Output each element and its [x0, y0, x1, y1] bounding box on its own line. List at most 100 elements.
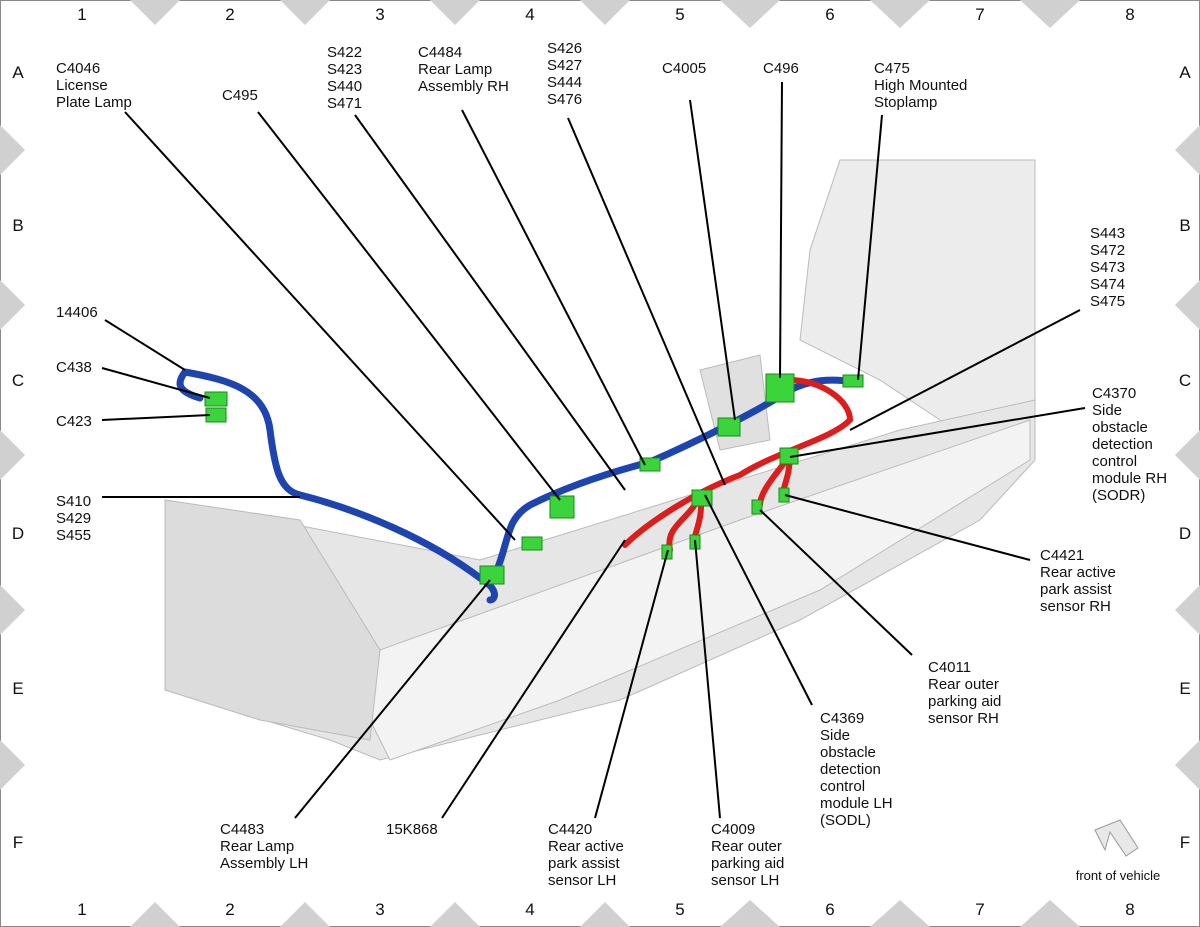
callout-label: S410 S429 S455: [56, 493, 91, 544]
callout-line: Plate Lamp: [56, 94, 132, 111]
callout-label: S426 S427 S444 S476: [547, 40, 582, 108]
callout-line: detection: [1092, 436, 1153, 453]
callout-line: sensor RH: [928, 710, 999, 727]
callout-line: module LH: [820, 795, 893, 812]
callout-line: obstacle: [820, 744, 876, 761]
callout-line: parking aid: [711, 855, 784, 872]
column-label: 8: [1125, 900, 1134, 919]
leader-line: [257, 111, 561, 501]
callout-label: C495: [222, 87, 258, 104]
callout-line: Rear outer: [928, 676, 999, 693]
callout-line: detection: [820, 761, 881, 778]
row-label: D: [1179, 524, 1191, 543]
leader-line: [294, 579, 491, 819]
callout-line: C4011: [928, 659, 971, 676]
callout-line: sensor RH: [1040, 598, 1111, 615]
callout-label: C4005: [662, 60, 706, 77]
front-arrow: [1094, 819, 1139, 857]
callout-label: 14406: [56, 304, 98, 321]
callout-line: S440: [327, 78, 362, 95]
row-label: E: [1179, 679, 1190, 698]
callout-line: C475: [874, 60, 910, 77]
leader-line: [759, 509, 913, 656]
callout-line: Assembly RH: [418, 78, 509, 95]
callout-label: S443 S472 S473 S474 S475: [1090, 225, 1125, 310]
column-label: 6: [825, 900, 834, 919]
callout-line: parking aid: [928, 693, 1001, 710]
callout-line: Rear outer: [711, 838, 782, 855]
callout-line: C4484: [418, 44, 462, 61]
column-label: 2: [225, 5, 234, 24]
callout-line: Side: [820, 727, 850, 744]
callout-line: S455: [56, 527, 91, 544]
callout-line: park assist: [1040, 581, 1113, 598]
callout-label: C423: [56, 413, 92, 430]
callout-line: sensor LH: [548, 872, 616, 889]
callout-line: C495: [222, 87, 258, 104]
callout-line: S474: [1090, 276, 1125, 293]
leader-line: [441, 539, 626, 819]
callout-label: C4011 Rear outer parking aid sensor RH: [928, 659, 1001, 727]
leader-line: [789, 407, 1086, 458]
callout-line: S475: [1090, 293, 1125, 310]
callout-line: C4046: [56, 60, 100, 77]
callout-line: Rear active: [1040, 564, 1116, 581]
callout-label: S422 S423 S440 S471: [327, 44, 362, 112]
callout-label: C4369 Side obstacle detection control module …: [820, 710, 893, 829]
column-label: 4: [525, 5, 534, 24]
callout-line: S410: [56, 493, 91, 510]
callout-line: S443: [1090, 225, 1125, 242]
callout-line: C496: [763, 60, 799, 77]
callout-line: sensor LH: [711, 872, 779, 889]
callout-line: Rear active: [548, 838, 624, 855]
leader-line: [567, 117, 726, 486]
callout-line: obstacle: [1092, 419, 1148, 436]
column-label: 4: [525, 900, 534, 919]
leader-line: [124, 111, 516, 541]
leader-line: [104, 319, 186, 371]
callout-line: C4009: [711, 821, 755, 838]
leader-line: [694, 539, 721, 819]
leader-line: [354, 114, 626, 491]
callout-line: C4369: [820, 710, 864, 727]
leader-line: [101, 414, 211, 421]
callout-line: C438: [56, 359, 92, 376]
callout-line: 14406: [56, 304, 98, 321]
leader-line: [689, 99, 736, 421]
row-label: C: [12, 371, 24, 390]
callout-line: S476: [547, 91, 582, 108]
row-label: E: [12, 679, 23, 698]
callout-line: C4005: [662, 60, 706, 77]
column-label: 5: [675, 900, 684, 919]
column-label: 7: [975, 900, 984, 919]
callout-line: C4370: [1092, 385, 1136, 402]
leader-line: [857, 114, 883, 381]
leader-line: [704, 494, 813, 706]
callout-label: C4483 Rear Lamp Assembly LH: [220, 821, 308, 872]
front-label: front of vehicle: [1076, 868, 1161, 883]
callout-label: 15K868: [386, 821, 438, 838]
callout-label: C475 High Mounted Stoplamp: [874, 60, 967, 111]
column-label: 1: [77, 5, 86, 24]
callout-line: S422: [327, 44, 362, 61]
row-label: A: [12, 63, 24, 82]
callout-line: S473: [1090, 259, 1125, 276]
row-label: B: [1179, 216, 1190, 235]
callout-label: C438: [56, 359, 92, 376]
column-label: 7: [975, 5, 984, 24]
callout-line: S423: [327, 61, 362, 78]
callout-line: S427: [547, 57, 582, 74]
column-label: 2: [225, 900, 234, 919]
row-label: C: [1179, 371, 1191, 390]
callout-line: Assembly LH: [220, 855, 308, 872]
callout-line: Rear Lamp: [418, 61, 492, 78]
callout-label: C4420 Rear active park assist sensor LH: [548, 821, 624, 889]
row-label: D: [12, 524, 24, 543]
callout-label: C4484 Rear Lamp Assembly RH: [418, 44, 509, 95]
callout-line: License: [56, 77, 108, 94]
leader-line: [849, 309, 1081, 431]
column-label: 6: [825, 5, 834, 24]
callout-line: S429: [56, 510, 91, 527]
callout-line: control: [820, 778, 865, 795]
